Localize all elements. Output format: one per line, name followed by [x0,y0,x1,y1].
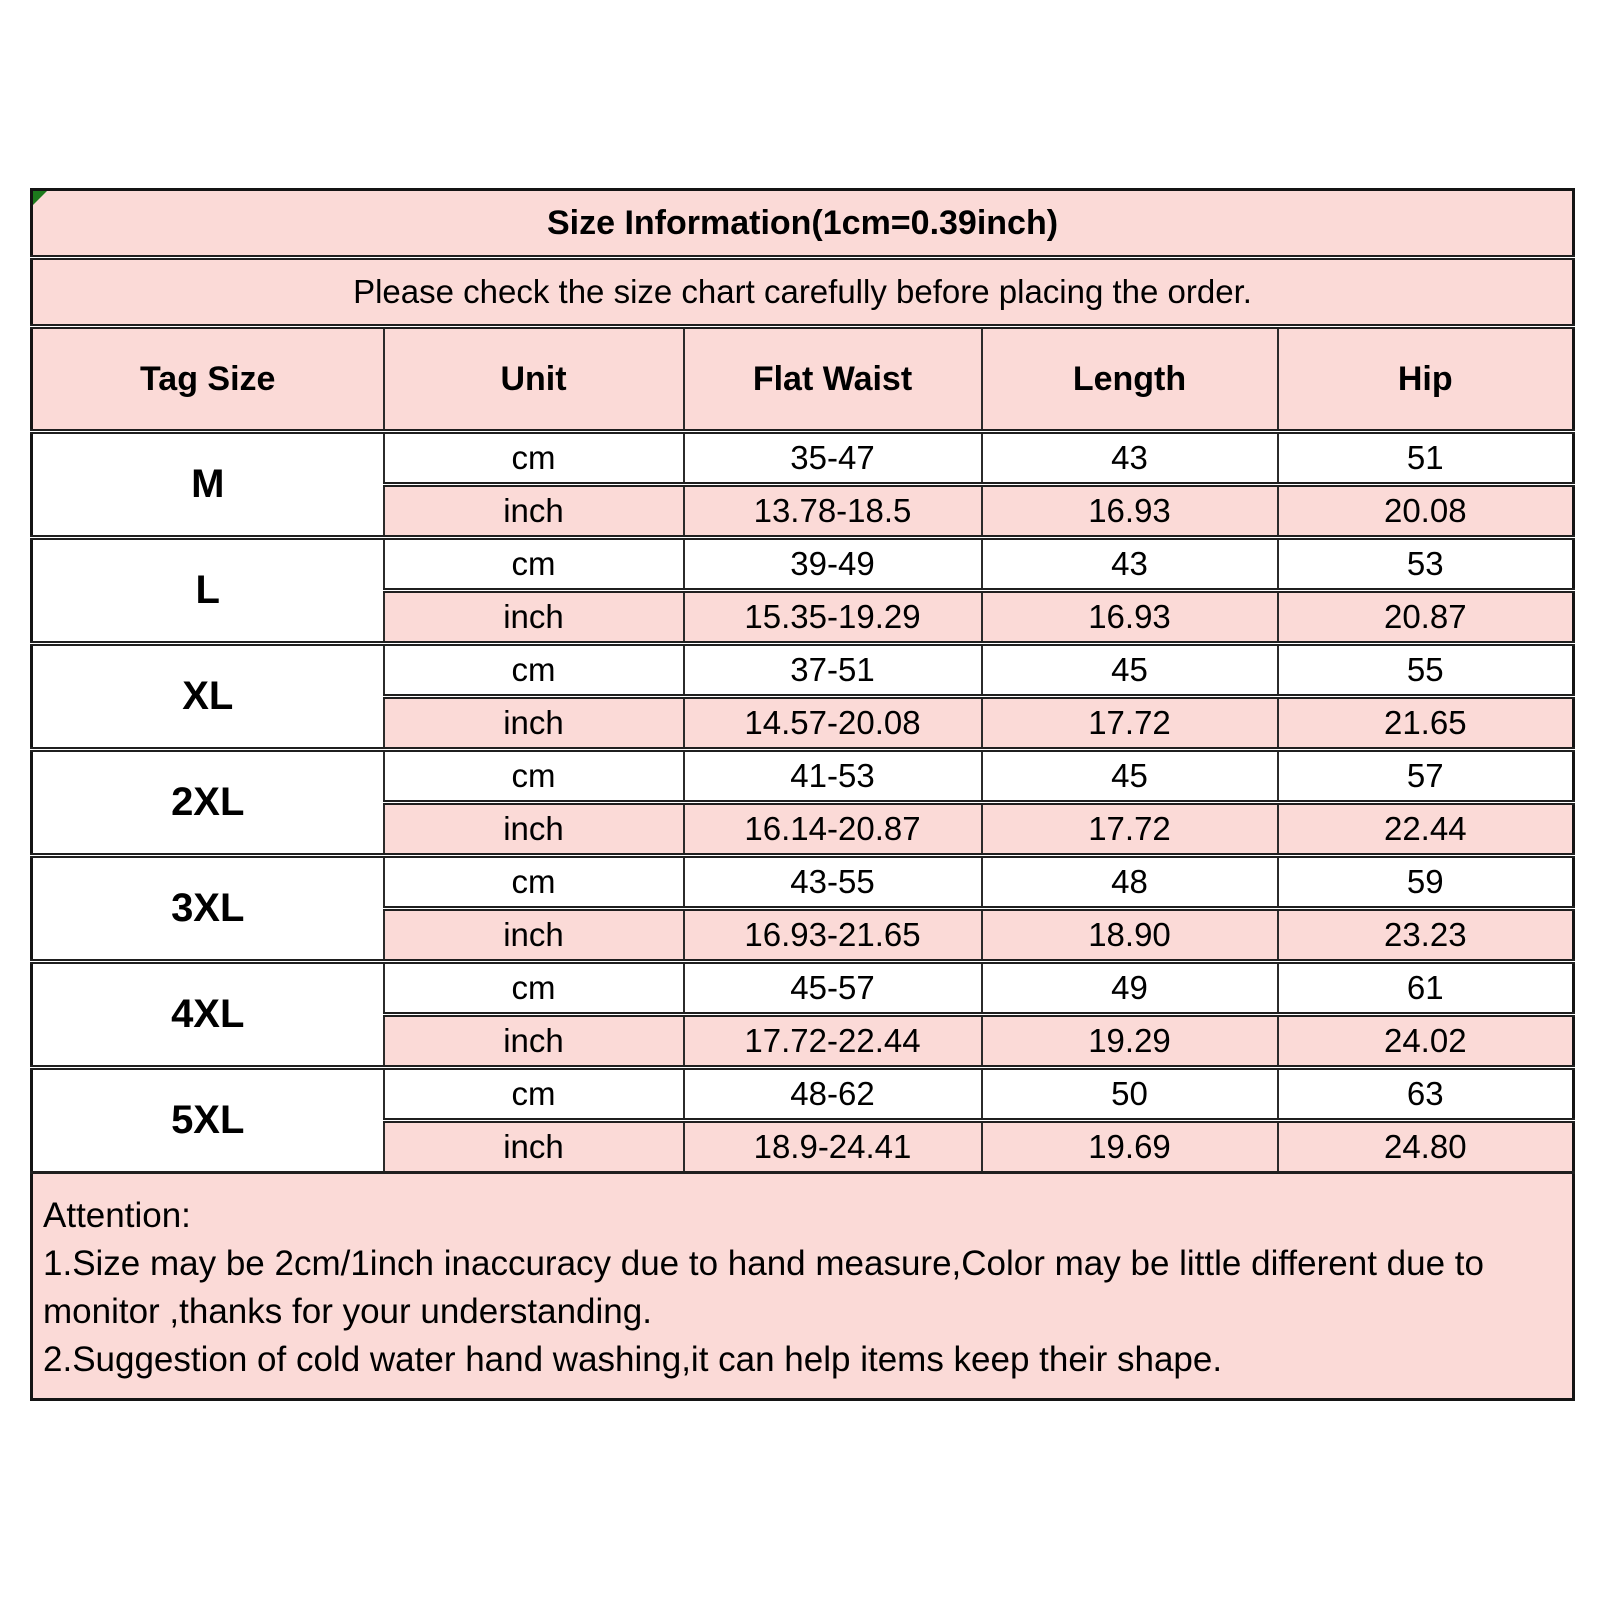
size-tag-l: L [30,535,385,644]
column-header-unit: Unit [382,324,685,432]
length-cell: 16.93 [980,482,1279,538]
unit-cell: cm [382,535,685,591]
flat-waist-cell: 48-62 [682,1065,983,1121]
column-header-tag-size: Tag Size [30,324,385,432]
size-tag-m: M [30,429,385,538]
table-row-m-cm: M cm 35-47 43 51 [30,429,1575,538]
hip-cell: 61 [1276,959,1575,1015]
table-row-m-inch: inch 13.78-18.5 16.93 20.08 [32,482,1575,538]
subtitle-row: Please check the size chart carefully be… [30,255,1575,327]
length-cell: 48 [980,853,1279,909]
length-cell: 16.93 [980,588,1279,644]
size-tag-5xl: 5XL [30,1065,385,1173]
unit-cell: inch [382,482,685,538]
chart-subtitle: Please check the size chart carefully be… [30,255,1575,327]
unit-cell: cm [382,429,685,485]
attention-note-1: 1.Size may be 2cm/1inch inaccuracy due t… [43,1244,1484,1331]
hip-cell: 23.23 [1276,906,1575,962]
flat-waist-cell: 16.14-20.87 [682,800,983,856]
hip-cell: 24.80 [1276,1118,1575,1173]
flat-waist-cell: 14.57-20.08 [682,694,983,750]
table-row-l-inch: inch 15.35-19.29 16.93 20.87 [32,588,1575,644]
table-row-2xl-inch: inch 16.14-20.87 17.72 22.44 [32,800,1575,856]
flat-waist-cell: 39-49 [682,535,983,591]
flat-waist-cell: 35-47 [682,429,983,485]
flat-waist-cell: 16.93-21.65 [682,906,983,962]
unit-cell: inch [382,906,685,962]
unit-cell: cm [382,1065,685,1121]
length-cell: 45 [980,641,1279,697]
unit-cell: inch [382,588,685,644]
column-header-hip: Hip [1276,324,1575,432]
table-row-l-cm: L cm 39-49 43 53 [30,535,1575,644]
length-cell: 19.69 [980,1118,1279,1173]
length-cell: 18.90 [980,906,1279,962]
size-chart-table: Size Information(1cm=0.39inch) Please ch… [30,188,1576,1401]
column-header-length: Length [980,324,1279,432]
table-row-5xl-inch: inch 18.9-24.41 19.69 24.80 [32,1118,1575,1173]
table-row-3xl-cm: 3XL cm 43-55 48 59 [30,853,1575,962]
flat-waist-cell: 17.72-22.44 [682,1012,983,1068]
table-row-3xl-inch: inch 16.93-21.65 18.90 23.23 [32,906,1575,962]
unit-cell: inch [382,800,685,856]
chart-title: Size Information(1cm=0.39inch) [30,189,1575,258]
length-cell: 50 [980,1065,1279,1121]
hip-cell: 59 [1276,853,1575,909]
flat-waist-cell: 18.9-24.41 [682,1118,983,1173]
size-tag-2xl: 2XL [30,747,385,856]
attention-note-2: 2.Suggestion of cold water hand washing,… [43,1340,1223,1379]
length-cell: 49 [980,959,1279,1015]
attention-section: Attention: 1.Size may be 2cm/1inch inacc… [30,1171,1575,1400]
length-cell: 17.72 [980,800,1279,856]
hip-cell: 51 [1276,429,1575,485]
title-row: Size Information(1cm=0.39inch) [30,189,1575,258]
length-cell: 43 [980,429,1279,485]
attention-heading: Attention: [43,1196,191,1235]
unit-cell: inch [382,694,685,750]
flat-waist-cell: 43-55 [682,853,983,909]
hip-cell: 53 [1276,535,1575,591]
unit-cell: cm [382,853,685,909]
unit-cell: cm [382,747,685,803]
hip-cell: 22.44 [1276,800,1575,856]
column-header-row: Tag Size Unit Flat Waist Length Hip [30,324,1575,432]
hip-cell: 55 [1276,641,1575,697]
table-row-5xl-cm: 5XL cm 48-62 50 63 [30,1065,1575,1173]
length-cell: 45 [980,747,1279,803]
column-header-flat-waist: Flat Waist [682,324,983,432]
unit-cell: cm [382,959,685,1015]
hip-cell: 20.87 [1276,588,1575,644]
length-cell: 17.72 [980,694,1279,750]
flat-waist-cell: 45-57 [682,959,983,1015]
flat-waist-cell: 37-51 [682,641,983,697]
table-row-4xl-inch: inch 17.72-22.44 19.29 24.02 [32,1012,1575,1068]
flat-waist-cell: 41-53 [682,747,983,803]
size-chart-sheet: Size Information(1cm=0.39inch) Please ch… [30,188,1576,1401]
table-row-2xl-cm: 2XL cm 41-53 45 57 [30,747,1575,856]
hip-cell: 63 [1276,1065,1575,1121]
flat-waist-cell: 13.78-18.5 [682,482,983,538]
table-row-xl-inch: inch 14.57-20.08 17.72 21.65 [32,694,1575,750]
hip-cell: 20.08 [1276,482,1575,538]
length-cell: 19.29 [980,1012,1279,1068]
unit-cell: cm [382,641,685,697]
hip-cell: 57 [1276,747,1575,803]
flat-waist-cell: 15.35-19.29 [682,588,983,644]
size-tag-xl: XL [30,641,385,750]
unit-cell: inch [382,1012,685,1068]
length-cell: 43 [980,535,1279,591]
table-row-4xl-cm: 4XL cm 45-57 49 61 [30,959,1575,1068]
unit-cell: inch [382,1118,685,1173]
size-tag-3xl: 3XL [30,853,385,962]
hip-cell: 24.02 [1276,1012,1575,1068]
size-tag-4xl: 4XL [30,959,385,1068]
table-row-xl-cm: XL cm 37-51 45 55 [30,641,1575,750]
hip-cell: 21.65 [1276,694,1575,750]
